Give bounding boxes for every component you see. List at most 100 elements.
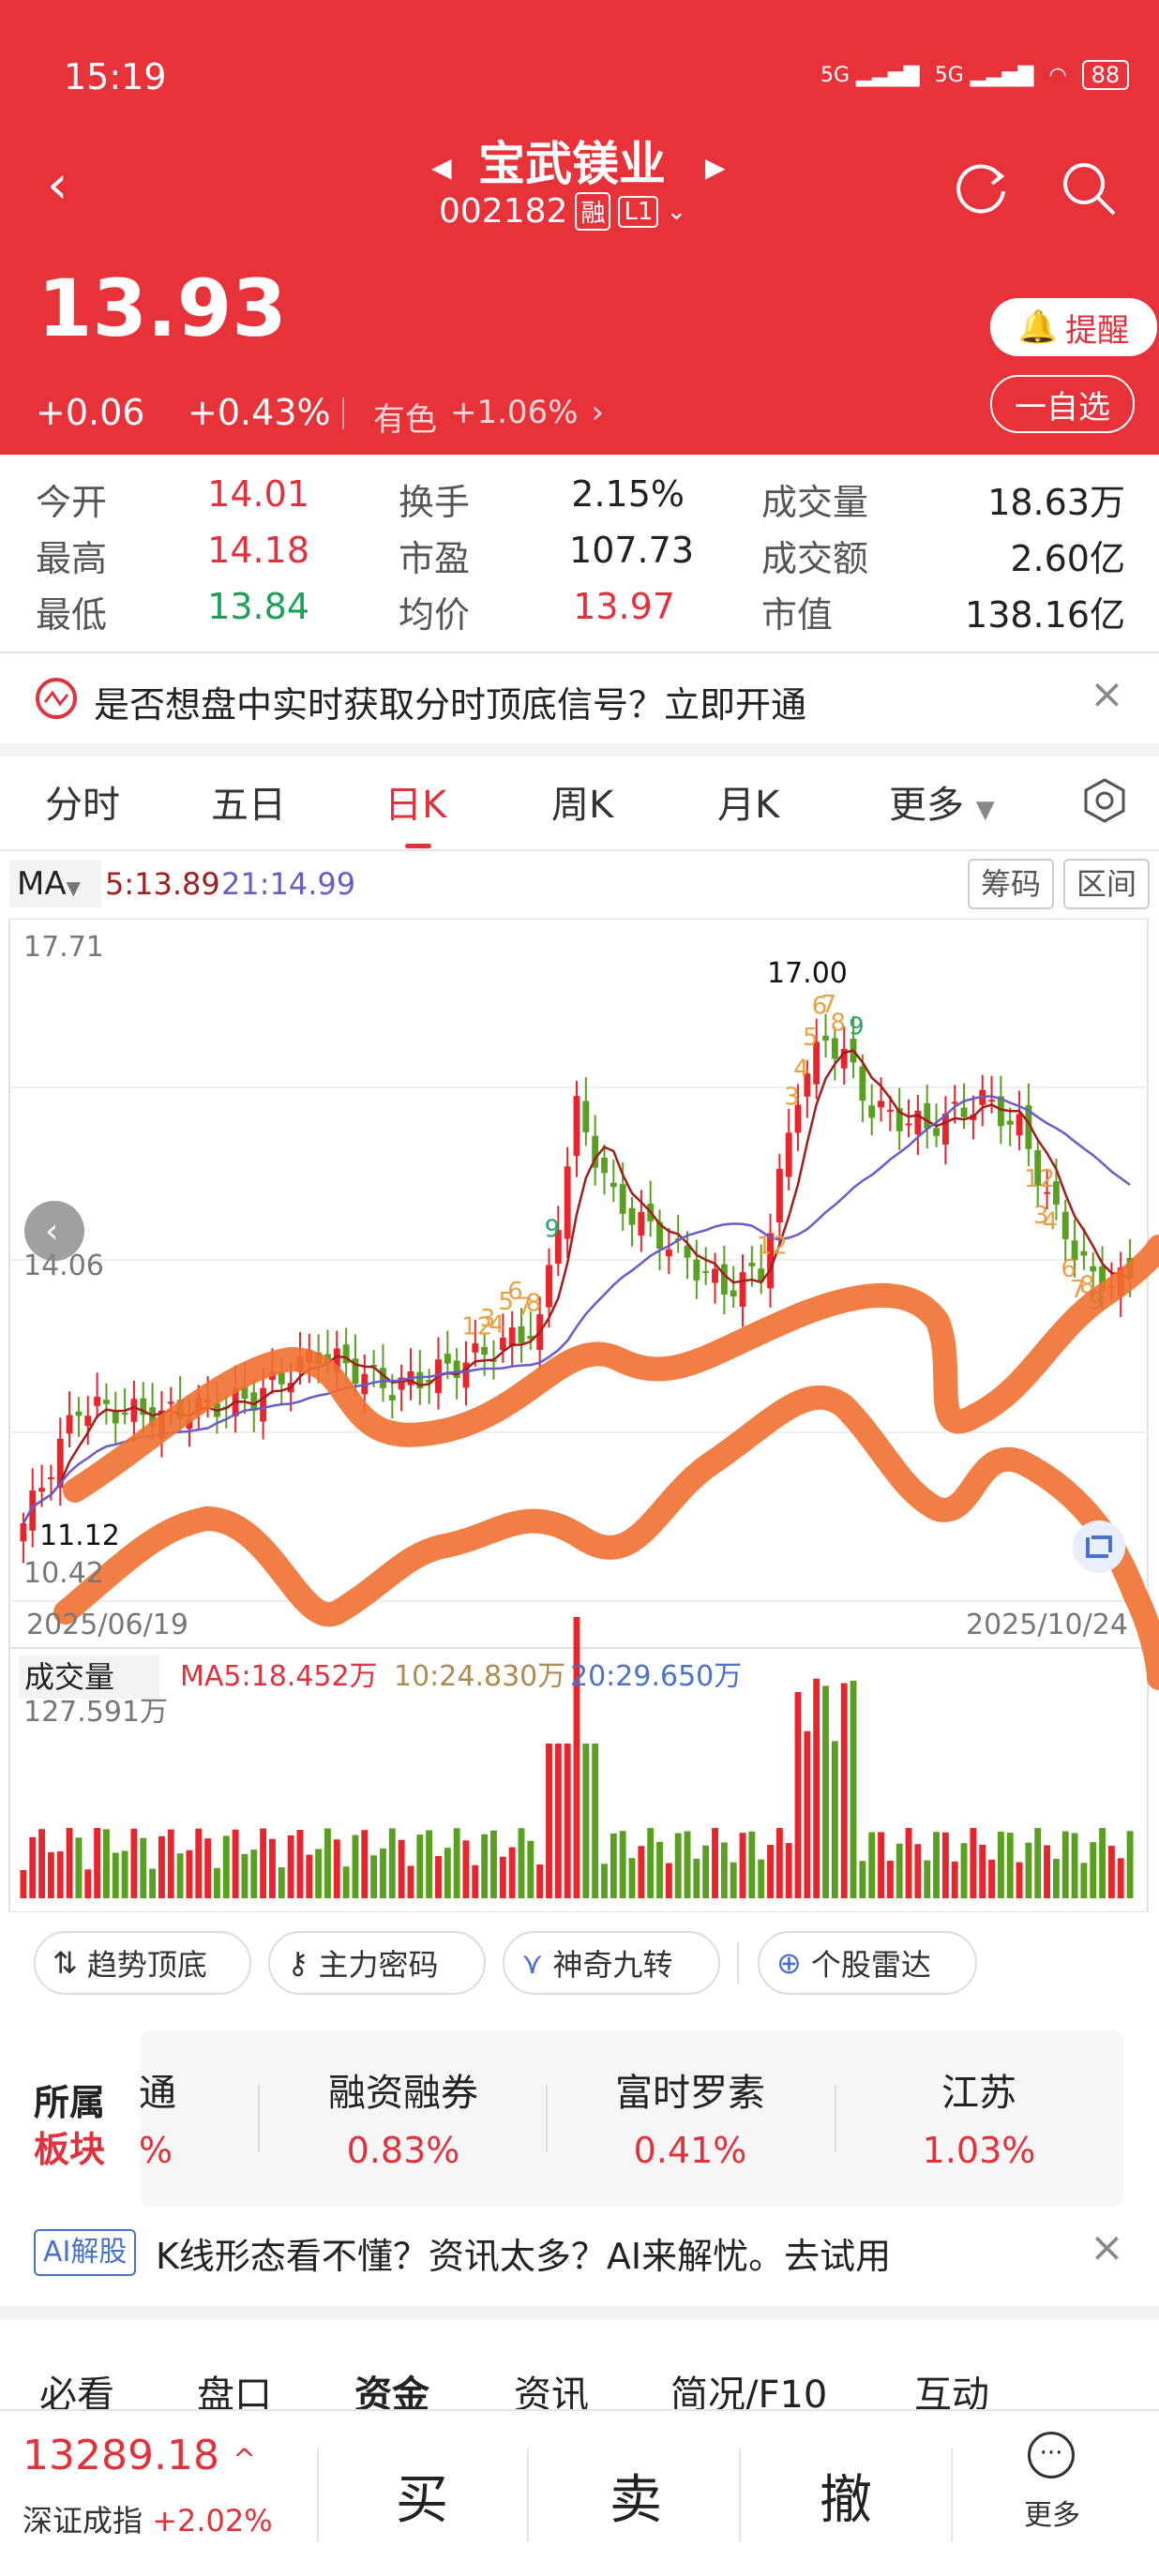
tab-order-book[interactable]: 盘口 <box>197 2374 272 2409</box>
scroll-left-button: ‹ <box>24 1201 84 1261</box>
chevron-right-icon: › <box>591 394 605 431</box>
index-name-row: 深证成指 +2.02% <box>23 2497 273 2540</box>
nine-turn-tool-button[interactable]: ⋎ 神奇九转 <box>503 1931 720 1995</box>
volume-bar <box>315 1849 323 1898</box>
tab-weekly-k[interactable]: 周K <box>551 784 614 827</box>
nine-turn-label: 8 <box>526 1289 542 1317</box>
sector-item[interactable]: 富时罗素 0.41% <box>549 2062 831 2171</box>
refresh-icon[interactable] <box>955 159 1011 216</box>
volume-bar <box>195 1828 203 1898</box>
search-icon[interactable] <box>1060 159 1120 219</box>
volume-bar <box>1025 1842 1032 1898</box>
volume-bar <box>979 1844 986 1898</box>
tab-five-day[interactable]: 五日 <box>211 784 286 827</box>
volume-bar <box>47 1851 54 1898</box>
candle-body <box>988 1100 996 1102</box>
sector-item[interactable]: 江苏 1.03% <box>838 2062 1120 2171</box>
volume-bar <box>859 1861 866 1898</box>
volume-bar <box>407 1865 414 1898</box>
key-tool-button[interactable]: ⚷ 主力密码 <box>268 1931 486 1995</box>
candle-body <box>831 1038 838 1059</box>
prev-stock-icon[interactable]: ◀ <box>431 152 452 183</box>
tab-more[interactable]: 更多 ▼ <box>889 774 995 829</box>
radar-tool-button[interactable]: ⊕ 个股雷达 <box>758 1931 977 1995</box>
volume-bar <box>924 1860 931 1898</box>
candle-body <box>739 1272 746 1308</box>
tab-interaction[interactable]: 互动 <box>914 2374 989 2409</box>
close-icon[interactable]: × <box>1090 670 1124 718</box>
more-label[interactable]: 更多 <box>1024 2499 1080 2532</box>
tab-must-see[interactable]: 必看 <box>39 2374 114 2409</box>
volume-bar <box>453 1828 460 1898</box>
tab-monthly-k[interactable]: 月K <box>717 784 780 827</box>
stat-label: 成交额 <box>761 538 869 579</box>
trend-tool-button[interactable]: ⇅ 趋势顶底 <box>34 1931 251 1995</box>
volume-bar <box>370 1855 378 1898</box>
nine-turn-label: 3 <box>1033 1202 1049 1230</box>
tab-capital[interactable]: 资金 <box>354 2374 429 2409</box>
watchlist-button[interactable]: 一自选 <box>990 375 1135 433</box>
stat-label: 今开 <box>36 482 108 523</box>
next-stock-icon[interactable]: ▶ <box>705 152 726 183</box>
index-name: 深证成指 <box>23 2503 143 2539</box>
chips-button[interactable]: 筹码 <box>968 859 1054 909</box>
close-icon[interactable]: × <box>1090 2224 1124 2271</box>
range-button[interactable]: 区间 <box>1063 859 1150 909</box>
sector-link[interactable]: 有色 +1.06% › <box>373 394 604 440</box>
chevron-down-icon[interactable]: ⌄ <box>666 197 687 226</box>
volume-bar <box>140 1837 147 1898</box>
volume-bar <box>951 1861 958 1898</box>
tab-f10[interactable]: 简况/F10 <box>670 2374 828 2409</box>
ma-selector[interactable]: MA▼ <box>9 861 101 907</box>
volume-bar <box>20 1870 27 1898</box>
volume-bar <box>269 1838 276 1898</box>
volume-bar <box>241 1853 248 1898</box>
sector-title-2: 板块 <box>34 2129 106 2170</box>
sector-name: 富时罗素 <box>615 2072 765 2115</box>
buy-button[interactable]: 买 <box>396 2470 448 2531</box>
candle-body <box>924 1102 931 1129</box>
tab-news[interactable]: 资讯 <box>514 2374 589 2409</box>
volume-bar <box>435 1855 442 1898</box>
volume-bar <box>472 1865 479 1898</box>
volume-bar <box>1061 1831 1069 1898</box>
volume-bar <box>767 1845 774 1898</box>
candle-body <box>767 1233 774 1289</box>
volume-bar <box>878 1832 884 1898</box>
candle-body <box>813 1041 820 1085</box>
settings-icon[interactable] <box>1080 776 1129 825</box>
alert-button[interactable]: 🔔 提醒 <box>990 298 1157 356</box>
price-change: +0.06 <box>36 392 145 433</box>
more-icon[interactable]: ··· <box>1028 2432 1075 2479</box>
volume-bar <box>564 1744 571 1898</box>
tool-label: 个股雷达 <box>810 1947 931 1983</box>
volume-bar <box>204 1838 212 1898</box>
candle-body <box>499 1337 506 1351</box>
ai-banner-text[interactable]: K线形态看不懂？资讯太多？AI来解忧。去试用 <box>156 2236 892 2277</box>
back-icon[interactable]: ‹ <box>47 155 68 216</box>
nine-turn-label: 5 <box>498 1288 514 1316</box>
volume-bar <box>988 1859 996 1898</box>
caret-down-icon: ▼ <box>975 796 995 824</box>
nine-turn-label: 6 <box>812 992 828 1020</box>
signal-banner[interactable]: 是否想盘中实时获取分时顶底信号？立即开通 × <box>0 653 1159 743</box>
tab-fenshi[interactable]: 分时 <box>45 784 120 827</box>
tab-daily-k[interactable]: 日K <box>384 784 447 827</box>
volume-bar <box>794 1692 802 1898</box>
volume-bar <box>130 1828 138 1898</box>
candle-body <box>47 1477 54 1480</box>
candle-body <box>960 1107 968 1117</box>
sector-item[interactable]: 融资融券 0.83% <box>263 2062 544 2171</box>
candle-body <box>1061 1211 1069 1239</box>
candle-body <box>758 1268 765 1282</box>
candle-body <box>398 1377 405 1390</box>
volume-bar <box>831 1741 838 1898</box>
sector-item[interactable]: 通 % <box>139 2062 176 2171</box>
sell-button[interactable]: 卖 <box>610 2470 662 2531</box>
divider <box>527 2449 529 2542</box>
index-value-row[interactable]: 13289.18 ^ <box>23 2432 256 2479</box>
volume-bar <box>647 1828 655 1898</box>
cancel-order-button[interactable]: 撤 <box>820 2470 872 2531</box>
volume-bar <box>66 1828 73 1898</box>
